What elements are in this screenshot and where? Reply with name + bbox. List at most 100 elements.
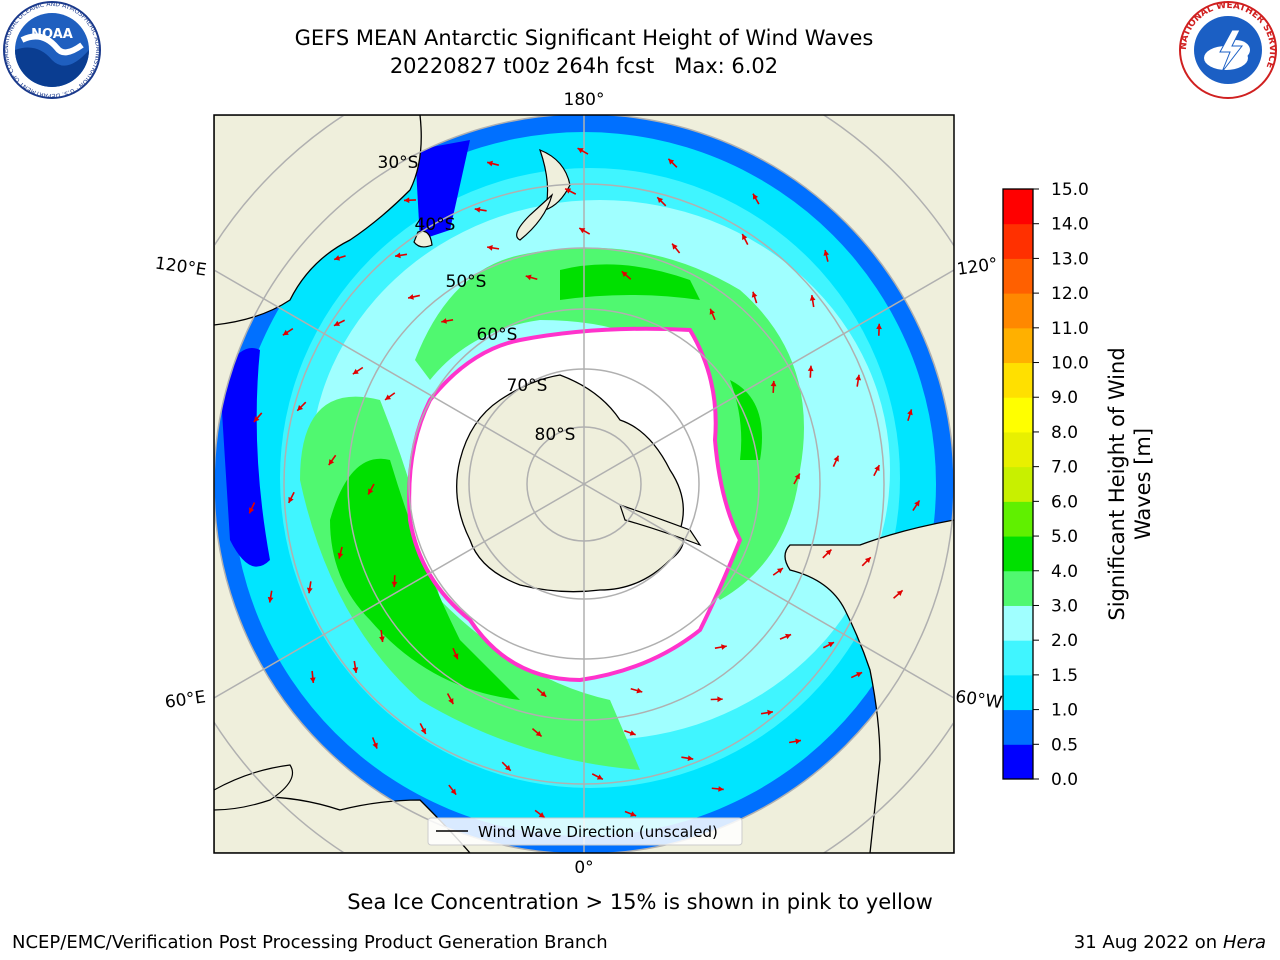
footer-machine: Hera (1222, 932, 1266, 953)
wave-arrow-head (372, 742, 378, 749)
wave-arrow-head (525, 274, 532, 281)
colorbar-segment (1003, 431, 1033, 468)
wave-arrow-head (450, 788, 457, 795)
wave-arrow-head (540, 691, 547, 697)
wave-arrow-head (914, 500, 920, 507)
wave-arrow-head (718, 786, 724, 792)
colorbar-segment (1003, 501, 1033, 537)
colorbar-segment (1003, 605, 1033, 641)
lat-label-40: 40°S (415, 215, 456, 235)
wave-arrow-head (420, 728, 426, 735)
wave-arrow-head (334, 255, 341, 261)
lon-label-0: 0° (574, 858, 593, 878)
wave-arrow-head (876, 323, 882, 330)
colorbar-label-line1: Significant Height of Wind (1105, 347, 1129, 620)
wave-arrow-head (368, 488, 374, 495)
colorbar-segment (1003, 709, 1033, 745)
wave-arrow-head (579, 228, 586, 234)
wave-arrow-head (721, 644, 727, 650)
wave-arrow-head (535, 730, 542, 737)
lat-label-30: 30°S (378, 153, 419, 173)
colorbar-tick-label: 6.0 (1051, 492, 1078, 512)
wave-arrow-head (668, 158, 675, 165)
colorbar-tick-label: 13.0 (1051, 249, 1089, 269)
lon-label-60w: 60°W (954, 687, 1003, 713)
wave-arrow-head (657, 197, 664, 204)
wave-arrow-head (352, 368, 359, 375)
wave-arrow-head (453, 653, 459, 660)
wave-arrow-head (767, 709, 773, 716)
noaa-logo-text: NOAA (31, 27, 73, 42)
lat-label-80: 80°S (535, 425, 576, 445)
south-america (784, 519, 954, 853)
wave-arrow-head (709, 308, 715, 315)
colorbar-tick-label: 4.0 (1051, 562, 1078, 582)
wave-arrow-head (785, 633, 792, 640)
wave-arrow-head (825, 549, 832, 556)
wave-arrow-head (288, 496, 294, 503)
map-frame (213, 114, 955, 854)
lon-label-120w: 120° (956, 254, 999, 280)
australia (214, 115, 422, 326)
map-subtitle: 20220827 t00z 264h fcst Max: 6.02 (389, 54, 779, 78)
wave-arrow-head (896, 590, 903, 597)
wave-arrow-head (855, 374, 862, 381)
wave-arrow-head (441, 318, 447, 324)
wave-arrow-head (352, 667, 359, 673)
colorbar-segment (1003, 189, 1033, 225)
colorbar-tick-label: 3.0 (1051, 596, 1078, 616)
wave-arrow-head (385, 394, 391, 400)
colorbar-frame (1002, 188, 1034, 780)
graticule (214, 115, 954, 853)
madagascar (214, 764, 294, 811)
wave-arrow-head (752, 193, 759, 200)
wave-arrow-head (249, 507, 255, 514)
colorbar-segment (1003, 293, 1033, 329)
wave-arrow-head (630, 811, 637, 817)
lon-label-180: 180° (564, 90, 605, 110)
new-zealand-south (516, 193, 554, 241)
wave-arrow-head (253, 416, 260, 422)
wave-direction-arrows (248, 147, 921, 819)
colorbar-tick-label: 11.0 (1051, 319, 1089, 339)
wave-arrow-head (795, 738, 801, 745)
wave-arrow-head (408, 294, 414, 300)
wave-arrow-head (379, 636, 385, 642)
colorbar-segment (1003, 744, 1033, 780)
wave-arrow-head (770, 380, 777, 387)
colorbar-tick-label: 1.5 (1051, 666, 1078, 686)
wave-arrow-head (538, 812, 545, 818)
wave-arrow-head (636, 687, 643, 694)
wave-arrow-head (794, 473, 800, 480)
colorbar-tick-label: 9.0 (1051, 388, 1078, 408)
colorbar-tick-label: 1.0 (1051, 701, 1078, 721)
colorbar-tick-label: 0.5 (1051, 735, 1078, 755)
new-zealand-north (539, 148, 571, 211)
colorbar-tick-label: 12.0 (1051, 284, 1089, 304)
footer-date: 31 Aug 2022 on Hera (1074, 932, 1266, 953)
wave-arrow-head (751, 291, 758, 298)
colorbar-segment (1003, 674, 1033, 711)
wave-arrow-head (907, 409, 913, 416)
wave-arrow-head (337, 552, 344, 559)
noaa-logo: NATIONAL OCEANIC AND ATMOSPHERIC ADMINIS… (2, 0, 101, 99)
antarctica (456, 374, 684, 593)
colorbar-segment (1003, 466, 1033, 502)
colorbar-tick-label: 2.0 (1051, 631, 1078, 651)
colorbar-tick-label: 15.0 (1051, 180, 1089, 200)
nws-logo: NATIONAL WEATHER SERVICE (1179, 1, 1277, 99)
wave-arrow-head (487, 245, 493, 251)
wave-arrow-head (333, 320, 340, 326)
wave-arrow-head (621, 271, 628, 277)
wave-arrow-head (629, 730, 636, 736)
wave-arrow-head (328, 459, 335, 466)
wave-arrow-head (856, 672, 863, 678)
wave-arrow-head (577, 148, 584, 154)
sea-ice-caption: Sea Ice Concentration > 15% is shown in … (347, 890, 933, 914)
legend-label: Wind Wave Direction (unscaled) (478, 823, 718, 841)
lat-label-50: 50°S (446, 272, 487, 292)
lon-label-60e: 60°E (164, 687, 207, 712)
wave-arrow-head (504, 764, 511, 771)
wave-arrow-head (306, 587, 313, 594)
